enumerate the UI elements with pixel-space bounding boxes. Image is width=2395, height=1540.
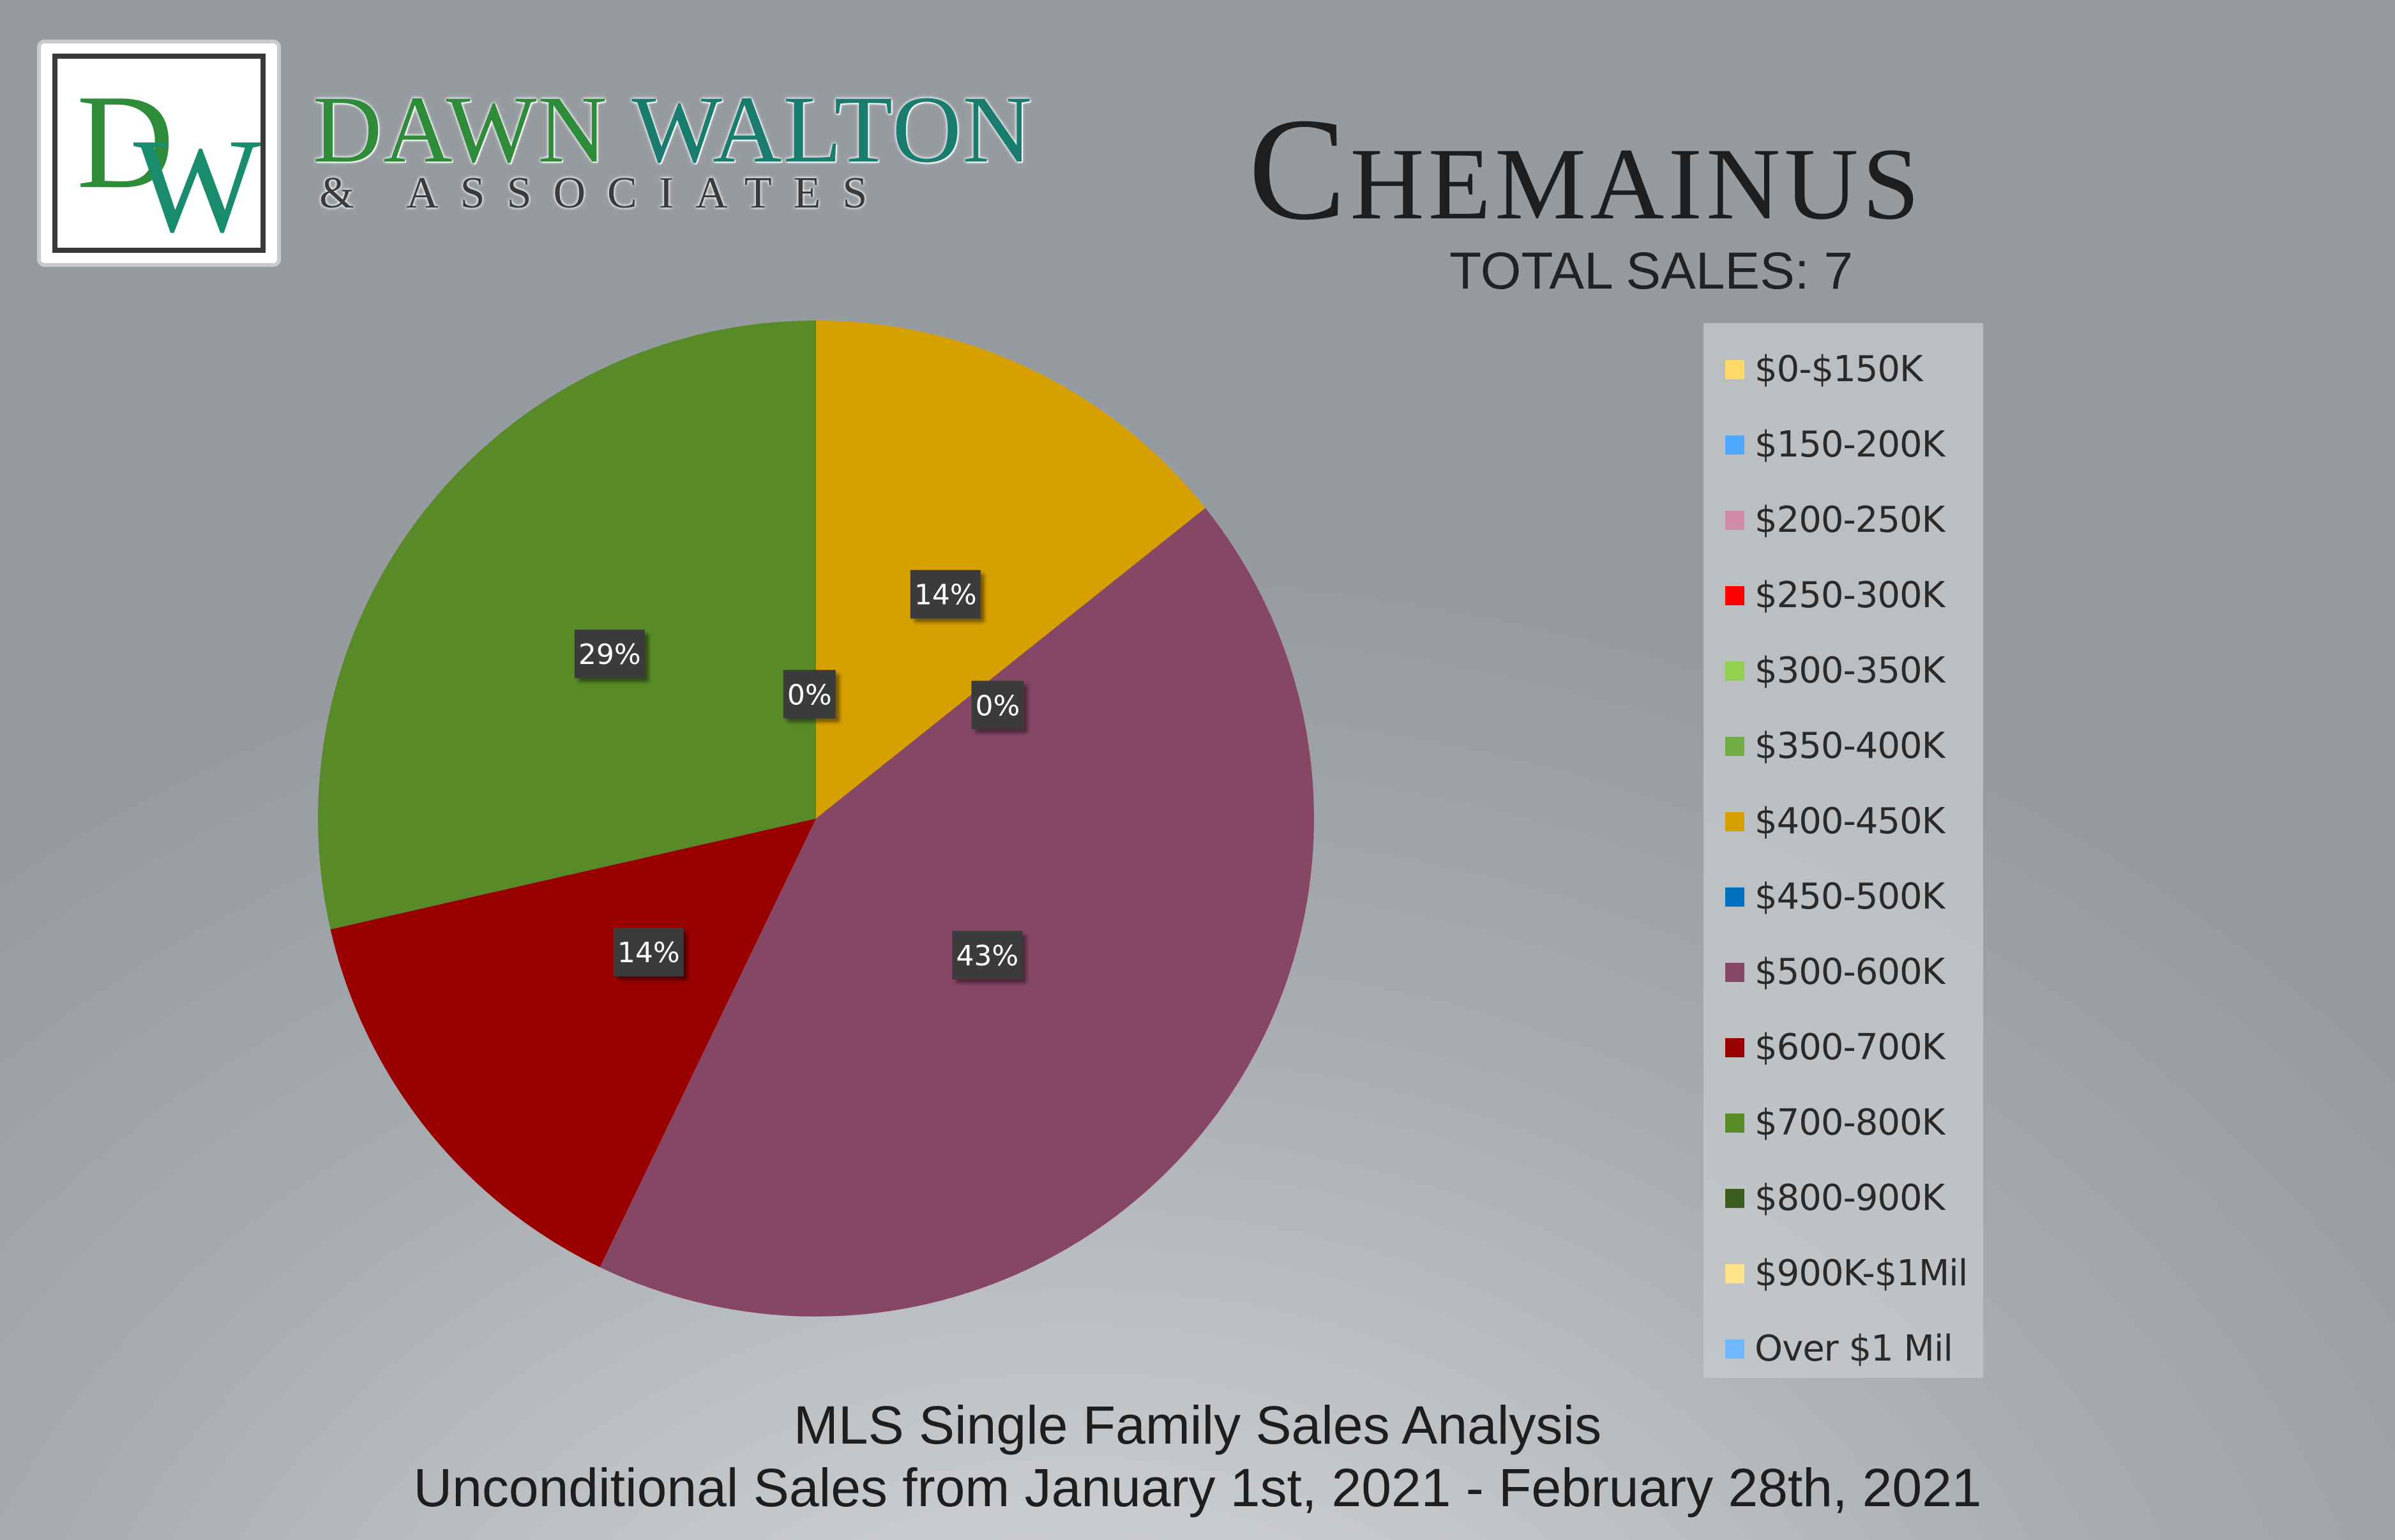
logo: D W: [37, 40, 281, 267]
data-label-box: [952, 930, 1023, 979]
logo-letter-d: D: [77, 67, 174, 216]
legend-swatch: [1725, 1339, 1744, 1359]
legend-label: Over $1 Mil: [1755, 1328, 1953, 1370]
legend-swatch: [1725, 510, 1744, 530]
legend-swatch: [1725, 585, 1744, 605]
legend-swatch: [1725, 962, 1744, 982]
legend-label: $150-200K: [1755, 424, 1945, 465]
legend-item-300-350k: $300-350K: [1725, 650, 1945, 691]
pie-slices: [317, 321, 1315, 1317]
legend-item-0-150k: $0-$150K: [1725, 349, 1923, 390]
pie-chart: 0% 14% 0% 43% 14% 29%: [317, 321, 1315, 1317]
legend-item-350-400k: $350-400K: [1725, 725, 1945, 767]
legend-item-500-600k: $500-600K: [1725, 951, 1945, 993]
logo-frame: D W: [52, 54, 266, 253]
data-label-box: [971, 681, 1024, 730]
data-label-700-800k: 29%: [574, 630, 645, 679]
data-label-box: [613, 928, 684, 977]
legend-swatch: [1725, 1038, 1744, 1057]
legend-label: $450-500K: [1755, 876, 1945, 917]
legend-label: $900K-$1Mil: [1755, 1253, 1968, 1294]
legend-label: $700-800K: [1755, 1102, 1945, 1144]
data-label-400-450k: 14%: [910, 570, 981, 619]
logo-letter-w: W: [133, 111, 261, 248]
legend-item-250-300k: $250-300K: [1725, 575, 1945, 616]
legend-swatch: [1725, 1264, 1744, 1283]
legend-item-600-700k: $600-700K: [1725, 1027, 1945, 1068]
legend-label: $600-700K: [1755, 1027, 1945, 1068]
pie-slice-700-800k: [317, 321, 816, 930]
pie-data-labels: 0% 14% 0% 43% 14% 29%: [574, 570, 1024, 979]
legend-item-200-250k: $200-250K: [1725, 499, 1945, 541]
footer-subtitle: Unconditional Sales from January 1st, 20…: [413, 1458, 1982, 1518]
legend-item-700-800k: $700-800K: [1725, 1102, 1945, 1144]
legend-item-over-1-mil: Over $1 Mil: [1725, 1328, 1953, 1370]
city-title: Chemainus: [1248, 87, 1924, 250]
legend-swatch: [1725, 812, 1744, 831]
pie-slice-500-600k: [600, 508, 1315, 1317]
legend-label: $350-400K: [1755, 725, 1945, 767]
legend: $0-$150K $150-200K $200-250K $250-300K $300-…: [1704, 323, 1983, 1378]
legend-swatch: [1725, 1188, 1744, 1208]
brand-name: DAWN WALTON: [313, 82, 1033, 177]
legend-item-150-200k: $150-200K: [1725, 424, 1945, 465]
legend-label: $0-$150K: [1755, 349, 1923, 390]
data-label-text: 0%: [787, 679, 832, 711]
data-label-text: 14%: [914, 579, 977, 612]
data-label-text: 14%: [617, 937, 680, 969]
legend-swatch: [1725, 736, 1744, 756]
legend-label: $800-900K: [1755, 1177, 1945, 1219]
legend-label: $400-450K: [1755, 801, 1945, 842]
legend-item-400-450k: $400-450K: [1725, 801, 1945, 842]
data-label-text: 0%: [976, 690, 1020, 722]
data-label-text: 43%: [956, 940, 1018, 972]
data-label-500-600k: 43%: [952, 930, 1023, 979]
legend-label: $300-350K: [1755, 650, 1945, 691]
data-label-450-500k: 0%: [971, 681, 1024, 730]
logo-monogram: D W: [77, 67, 261, 248]
legend-label: $200-250K: [1755, 499, 1945, 541]
pie-slice-400-450k: [816, 321, 1205, 819]
pie-slice-600-700k: [330, 819, 816, 1267]
legend-swatch: [1725, 435, 1744, 455]
legend-swatch: [1725, 661, 1744, 681]
footer-title: MLS Single Family Sales Analysis: [793, 1395, 1602, 1455]
legend-swatch: [1725, 1113, 1744, 1133]
legend-label: $250-300K: [1755, 575, 1945, 616]
legend-swatch: [1725, 359, 1744, 379]
total-sales: TOTAL SALES: 7: [1449, 242, 1853, 300]
legend-item-800-900k: $800-900K: [1725, 1177, 1945, 1219]
data-label-box: [783, 670, 836, 719]
data-label-text: 29%: [578, 638, 641, 671]
brand-subtitle: & ASSOCIATES: [319, 169, 889, 218]
brand-name-last: WALTON: [631, 77, 1034, 183]
data-label-box: [574, 630, 645, 679]
data-label-box: [910, 570, 981, 619]
data-label-0-150k: 0%: [783, 670, 836, 719]
brand-name-first: DAWN: [313, 77, 608, 183]
data-label-600-700k: 14%: [613, 928, 684, 977]
legend-item-900k-1mil: $900K-$1Mil: [1725, 1253, 1968, 1294]
legend-label: $500-600K: [1755, 951, 1945, 993]
legend-item-450-500k: $450-500K: [1725, 876, 1945, 917]
legend-swatch: [1725, 887, 1744, 907]
